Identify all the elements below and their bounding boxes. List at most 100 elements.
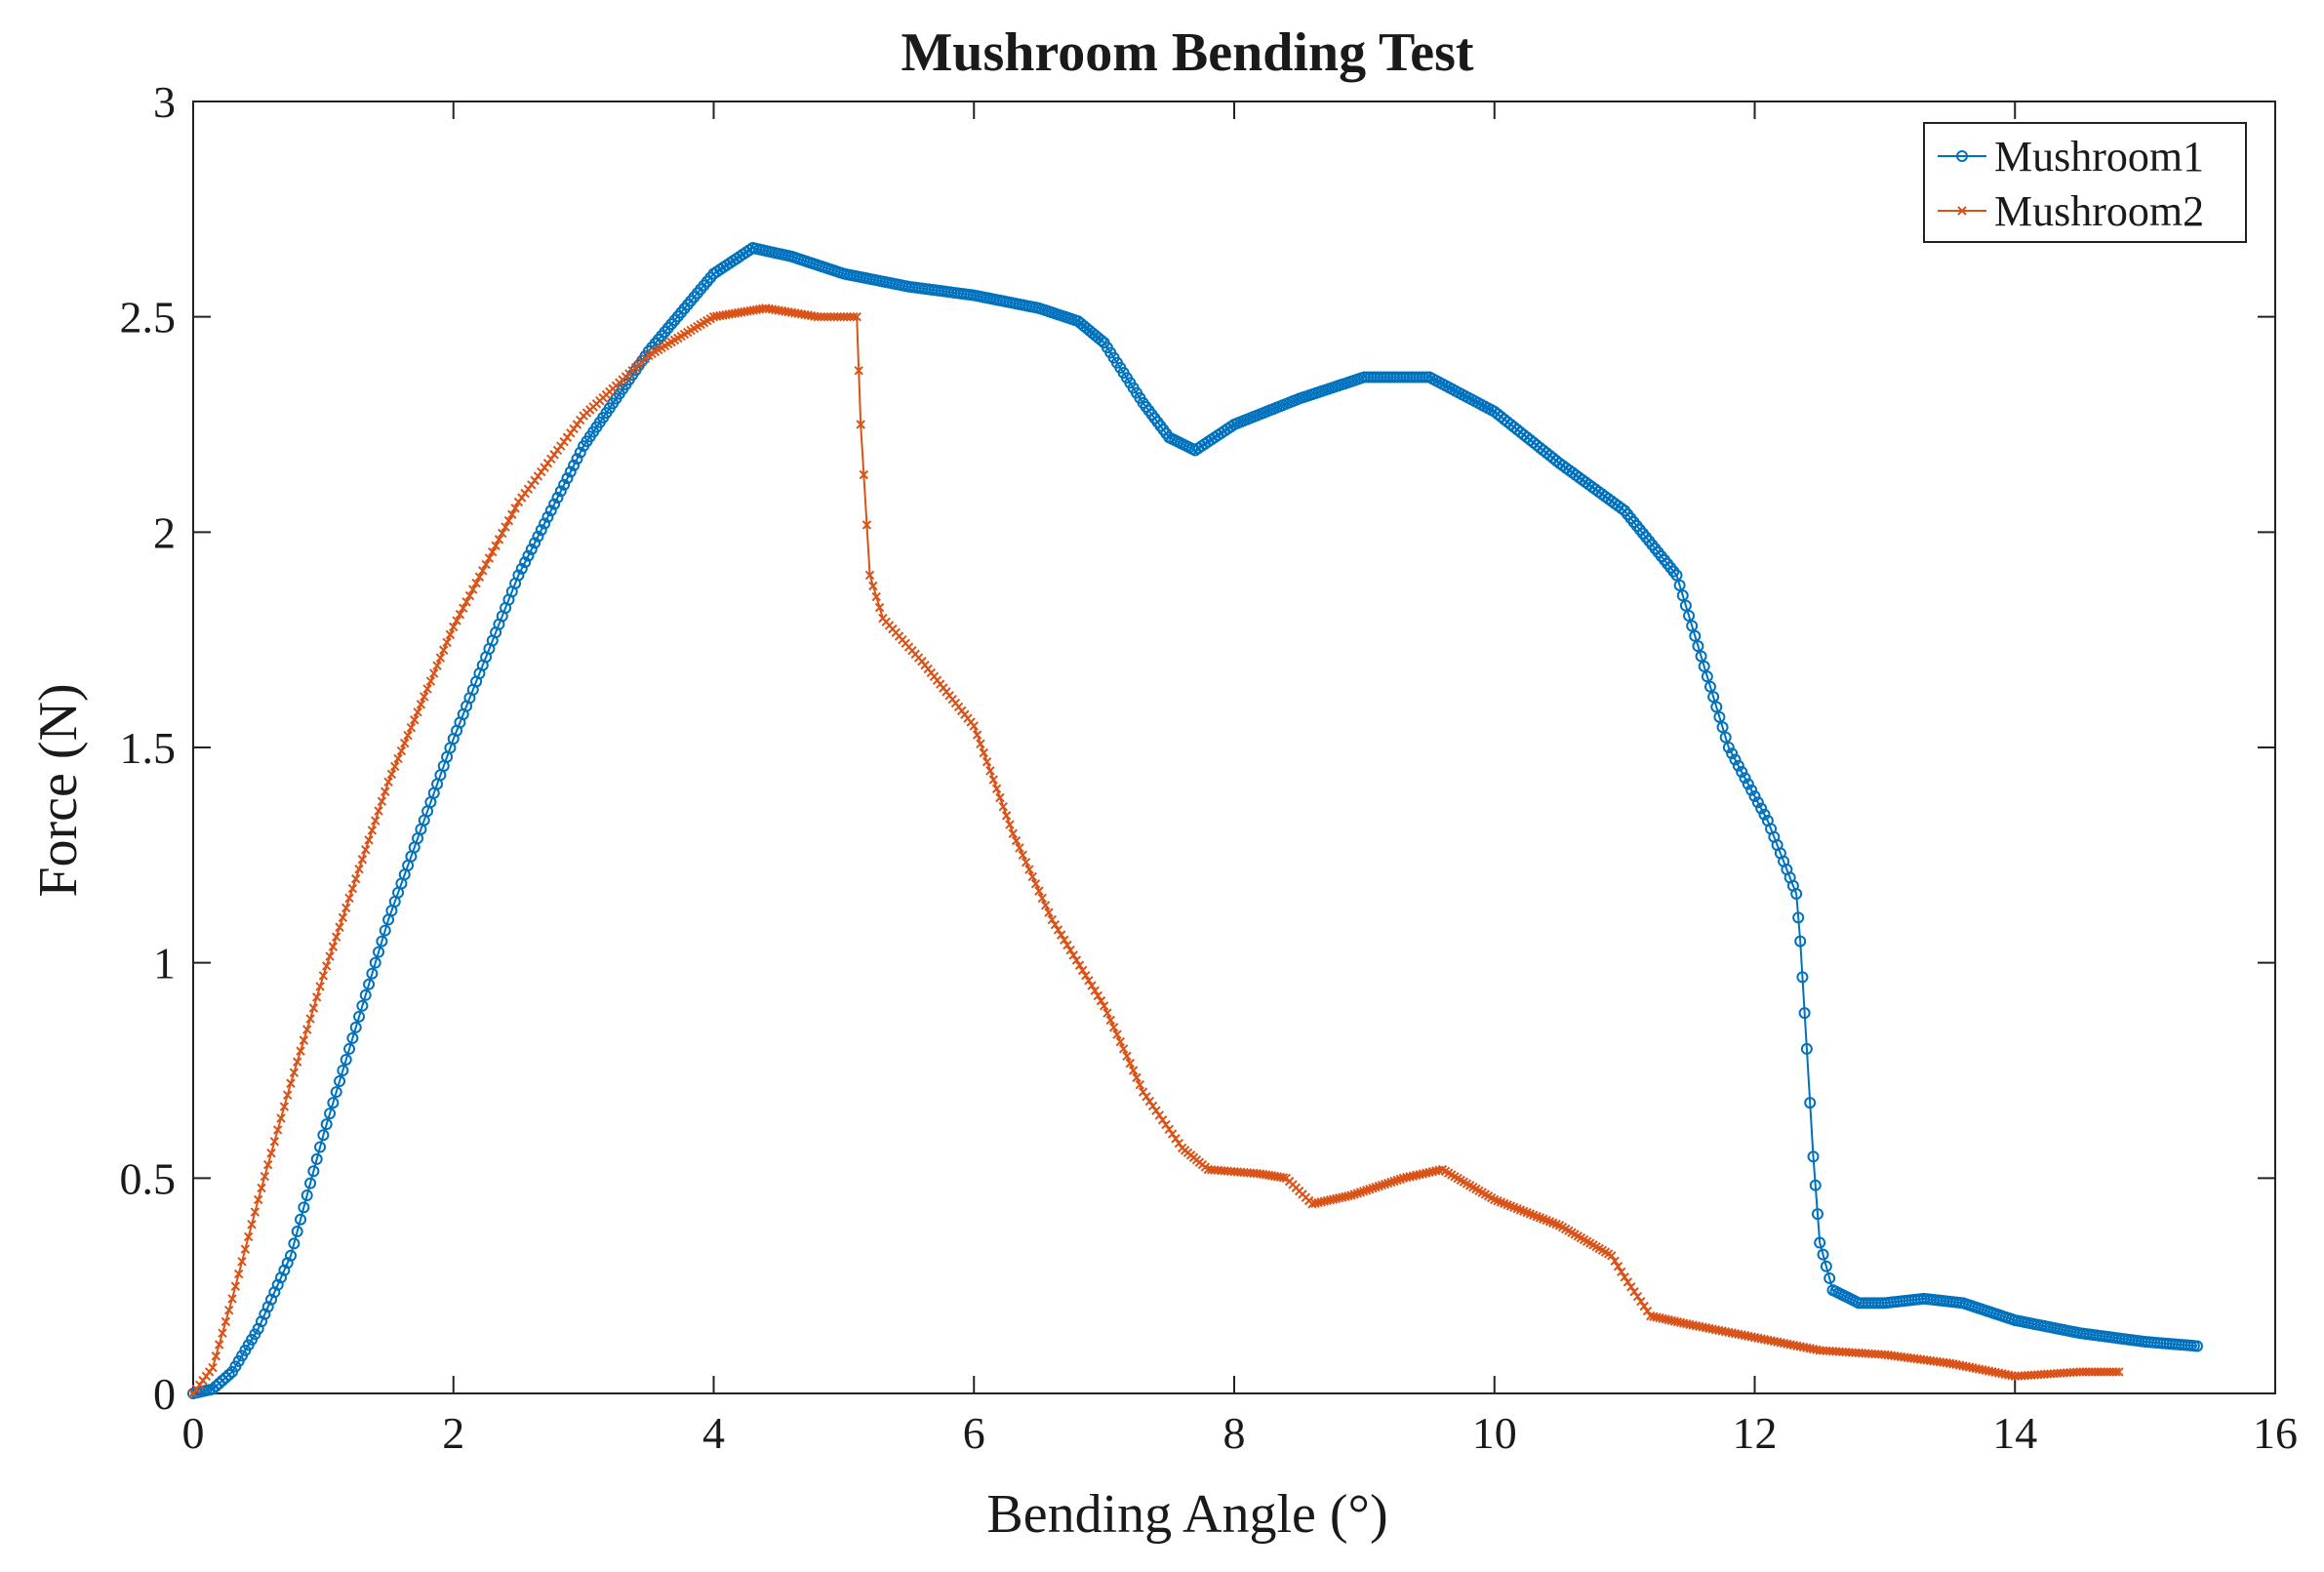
data-point xyxy=(410,715,420,725)
data-point xyxy=(276,1113,286,1123)
y-tick-label: 1 xyxy=(153,939,176,988)
data-point xyxy=(420,692,429,702)
data-point xyxy=(369,956,381,969)
data-point xyxy=(995,792,1005,803)
data-point xyxy=(868,581,878,591)
data-point xyxy=(1174,1138,1184,1149)
data-point xyxy=(554,485,567,498)
data-point xyxy=(1620,1272,1629,1282)
data-point xyxy=(1122,1051,1132,1061)
data-point xyxy=(381,786,390,796)
data-point xyxy=(1096,995,1106,1006)
data-point xyxy=(861,520,872,530)
data-point xyxy=(295,1213,307,1226)
data-point xyxy=(1084,976,1094,986)
data-point xyxy=(366,967,379,980)
data-point xyxy=(406,722,417,733)
data-point xyxy=(253,1194,263,1205)
data-point xyxy=(207,1383,220,1395)
data-point xyxy=(1144,1096,1155,1107)
data-point xyxy=(529,537,541,549)
data-point xyxy=(400,738,410,748)
data-point xyxy=(296,1046,305,1056)
data-point xyxy=(367,826,378,835)
data-point xyxy=(871,591,881,602)
data-point xyxy=(332,932,341,942)
data-point xyxy=(1037,893,1047,904)
data-point xyxy=(1005,820,1015,829)
data-point xyxy=(1732,759,1744,772)
data-point xyxy=(1115,1036,1126,1047)
data-point xyxy=(574,446,586,459)
data-point xyxy=(1065,945,1075,955)
data-point xyxy=(991,784,1002,794)
data-point xyxy=(250,1207,260,1217)
data-point xyxy=(976,739,985,749)
data-point xyxy=(503,515,514,526)
data-point xyxy=(1751,796,1764,809)
data-point xyxy=(1636,1296,1646,1307)
data-point xyxy=(1623,1277,1633,1287)
data-point xyxy=(1713,710,1726,723)
data-point xyxy=(515,562,528,575)
data-point xyxy=(208,1362,218,1373)
data-point xyxy=(435,653,446,663)
axis-ticks: 0 2 4 6 8 10 12 14 16 0 0.5 1 1.5 2 2.5 3 xyxy=(120,77,2299,1458)
data-point xyxy=(1698,660,1710,672)
x-tick-label: 12 xyxy=(1733,1408,1778,1458)
data-point xyxy=(442,637,452,648)
data-point xyxy=(285,1249,298,1262)
series-mushroom1 xyxy=(187,242,2203,1399)
data-point xyxy=(247,1220,257,1229)
data-point xyxy=(347,883,358,894)
data-point xyxy=(1171,1134,1181,1144)
data-point xyxy=(210,1380,222,1392)
data-point xyxy=(1135,1080,1145,1090)
y-tick-label: 2 xyxy=(153,507,176,557)
data-point xyxy=(1686,620,1699,632)
data-point xyxy=(468,584,478,594)
data-point xyxy=(501,522,510,532)
data-point xyxy=(1823,1271,1836,1284)
data-point xyxy=(969,721,979,731)
data-point xyxy=(561,472,574,485)
data-point xyxy=(1615,502,1627,514)
data-point xyxy=(318,971,329,981)
data-point xyxy=(266,1149,276,1158)
data-point xyxy=(222,1368,235,1381)
data-point xyxy=(346,1031,359,1044)
data-point xyxy=(532,530,544,543)
data-point xyxy=(1001,811,1012,821)
data-point xyxy=(471,578,481,588)
data-point xyxy=(233,1269,244,1279)
data-point xyxy=(1040,901,1051,910)
data-point xyxy=(220,1316,231,1327)
data-point xyxy=(1695,650,1707,663)
data-point xyxy=(1105,1015,1115,1026)
data-point xyxy=(354,864,364,874)
data-point xyxy=(1087,981,1097,990)
data-point xyxy=(1071,955,1082,965)
data-point xyxy=(220,1371,232,1384)
series-line xyxy=(192,247,2198,1394)
data-point xyxy=(377,796,387,806)
data-point xyxy=(982,757,992,767)
data-point xyxy=(1745,784,1758,796)
data-point xyxy=(979,747,988,758)
data-point xyxy=(1726,747,1739,760)
data-point xyxy=(304,1177,317,1189)
data-point xyxy=(1798,1007,1811,1020)
data-point xyxy=(452,616,461,625)
data-point xyxy=(237,1257,247,1267)
data-point xyxy=(383,777,393,787)
data-point xyxy=(1742,778,1754,790)
data-point xyxy=(1125,1058,1136,1068)
data-point xyxy=(1112,1029,1122,1039)
data-point xyxy=(491,541,501,550)
data-point xyxy=(1047,914,1057,925)
data-point xyxy=(478,566,488,576)
data-point xyxy=(1617,1267,1626,1277)
data-point xyxy=(1792,911,1805,924)
series-mushroom2 xyxy=(188,303,2124,1398)
data-point xyxy=(1077,965,1088,976)
